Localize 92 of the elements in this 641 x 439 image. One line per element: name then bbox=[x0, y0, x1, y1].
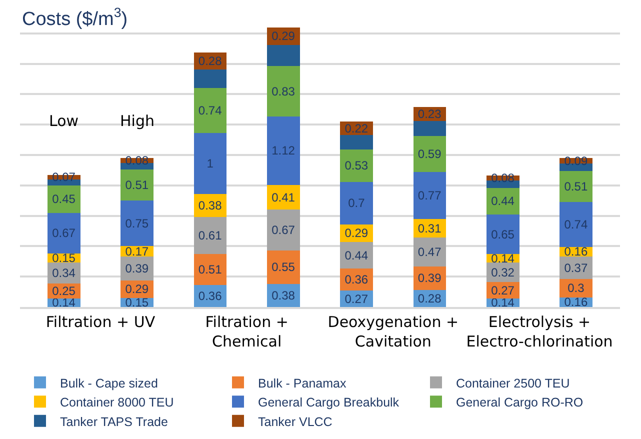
data-label: 0.74 bbox=[564, 217, 588, 232]
data-label: 0.67 bbox=[272, 223, 296, 238]
bar bbox=[47, 185, 80, 213]
data-label: 1 bbox=[206, 156, 214, 171]
legend-label: General Cargo Breakbulk bbox=[258, 396, 400, 410]
legend-label: Tanker VLCC bbox=[258, 414, 332, 429]
bar bbox=[560, 170, 593, 202]
legend-label: Bulk - Panamax bbox=[258, 376, 347, 390]
data-label: 0.3 bbox=[568, 281, 585, 296]
data-label: 0.29 bbox=[125, 282, 149, 296]
data-label: 0.39 bbox=[125, 261, 149, 276]
data-label: 0.23 bbox=[418, 106, 442, 121]
x-tick-label: Deoxygenation + Cavitation bbox=[328, 312, 459, 350]
data-label: 0.17 bbox=[125, 244, 149, 258]
legend-label: Container 8000 TEU bbox=[60, 396, 174, 410]
data-label: 0.74 bbox=[198, 104, 222, 118]
data-label: 0.27 bbox=[344, 292, 368, 306]
data-label: 0.47 bbox=[418, 244, 442, 259]
data-label: 0.37 bbox=[564, 260, 588, 275]
data-label: 0.16 bbox=[564, 244, 588, 259]
data-label: 0.38 bbox=[272, 288, 296, 302]
data-label: 0.44 bbox=[344, 248, 368, 262]
bar bbox=[194, 88, 227, 134]
data-label: 0.44 bbox=[491, 194, 515, 208]
data-label: 0.77 bbox=[418, 188, 442, 202]
bar bbox=[413, 136, 446, 172]
data-label: 0.36 bbox=[198, 289, 222, 304]
data-label: 0.15 bbox=[52, 251, 76, 266]
data-label: 0.51 bbox=[125, 178, 149, 192]
legend-label: Container 2500 TEU bbox=[456, 376, 570, 390]
data-label: 0.16 bbox=[564, 295, 588, 310]
x-tick-label: Electrolysis + Electro-chlorination bbox=[466, 312, 613, 350]
data-label: 0.22 bbox=[344, 121, 368, 136]
legend-label: Bulk - Cape sized bbox=[60, 376, 158, 390]
bar bbox=[266, 116, 300, 185]
data-label: 0.45 bbox=[52, 192, 76, 206]
bar bbox=[266, 210, 300, 250]
annotation: High bbox=[120, 112, 154, 130]
data-label: 1.12 bbox=[272, 144, 296, 158]
data-label: 0.36 bbox=[344, 272, 368, 287]
data-label: 0.51 bbox=[198, 262, 222, 277]
data-label: 0.38 bbox=[198, 198, 222, 212]
x-tick-label: Filtration + Chemical bbox=[205, 312, 288, 350]
data-label: 0.59 bbox=[418, 147, 442, 162]
bar bbox=[413, 172, 446, 219]
legend-label: General Cargo RO-RO bbox=[456, 396, 584, 410]
bar bbox=[194, 254, 227, 286]
data-label: 0.14 bbox=[491, 251, 515, 266]
bar bbox=[266, 66, 300, 117]
data-label: 0.27 bbox=[491, 283, 515, 298]
bar bbox=[266, 44, 300, 66]
data-label: 0.41 bbox=[272, 190, 296, 204]
data-label: 0.14 bbox=[52, 296, 76, 310]
annotation: Low bbox=[49, 112, 79, 130]
bar bbox=[413, 238, 446, 266]
data-label: 0.25 bbox=[52, 284, 76, 298]
bar bbox=[47, 212, 80, 254]
data-label: 0.67 bbox=[52, 226, 76, 240]
data-label: 0.7 bbox=[348, 196, 366, 210]
bar bbox=[120, 170, 154, 201]
data-label: 0.53 bbox=[344, 158, 368, 173]
legend-label: Tanker TAPS Trade bbox=[60, 414, 168, 429]
bar bbox=[266, 250, 300, 284]
bar bbox=[340, 134, 374, 150]
data-label: 0.51 bbox=[564, 179, 588, 194]
bar bbox=[120, 200, 154, 246]
data-label: 0.29 bbox=[272, 29, 296, 44]
bar bbox=[340, 182, 374, 224]
x-tick-label: Filtration + UV bbox=[46, 312, 156, 331]
data-label: 0.28 bbox=[418, 291, 442, 306]
data-label: 0.65 bbox=[491, 227, 515, 242]
bar bbox=[194, 217, 227, 254]
data-label: 0.29 bbox=[344, 226, 368, 240]
bar bbox=[194, 133, 227, 194]
data-label: 0.15 bbox=[125, 295, 149, 310]
data-label: 0.39 bbox=[418, 271, 442, 286]
bar bbox=[340, 150, 374, 182]
bar bbox=[560, 202, 593, 247]
y-axis-title: Costs ($/m$^{3}$) bbox=[22, 5, 128, 30]
bar bbox=[560, 279, 593, 298]
data-label: 0.34 bbox=[52, 266, 76, 280]
data-label: 0.28 bbox=[198, 54, 222, 68]
data-label: 0.83 bbox=[272, 84, 296, 98]
data-label: 0.31 bbox=[418, 221, 442, 236]
data-label: 0.55 bbox=[272, 260, 296, 274]
data-label: 0.61 bbox=[198, 228, 222, 243]
bar bbox=[194, 69, 227, 88]
data-label: 0.32 bbox=[491, 265, 515, 280]
data-label: 0.14 bbox=[491, 296, 515, 310]
bar bbox=[486, 214, 520, 254]
data-label: 0.75 bbox=[125, 216, 149, 230]
bar bbox=[413, 120, 446, 136]
